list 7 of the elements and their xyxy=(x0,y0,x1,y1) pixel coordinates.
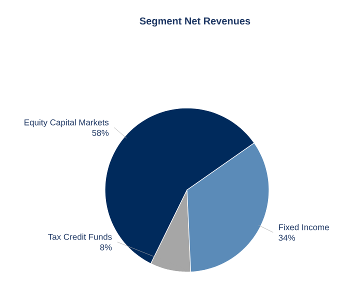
slice-label: Fixed Income xyxy=(279,224,329,230)
data-label: 8% xyxy=(100,244,112,250)
slice-label: Tax Credit Funds xyxy=(48,234,112,240)
data-label: 34% xyxy=(278,234,296,241)
data-label: 58% xyxy=(92,130,109,136)
chart-title: Segment Net Revenues xyxy=(140,17,250,27)
slice-label: Equity Capital Markets xyxy=(24,119,109,128)
